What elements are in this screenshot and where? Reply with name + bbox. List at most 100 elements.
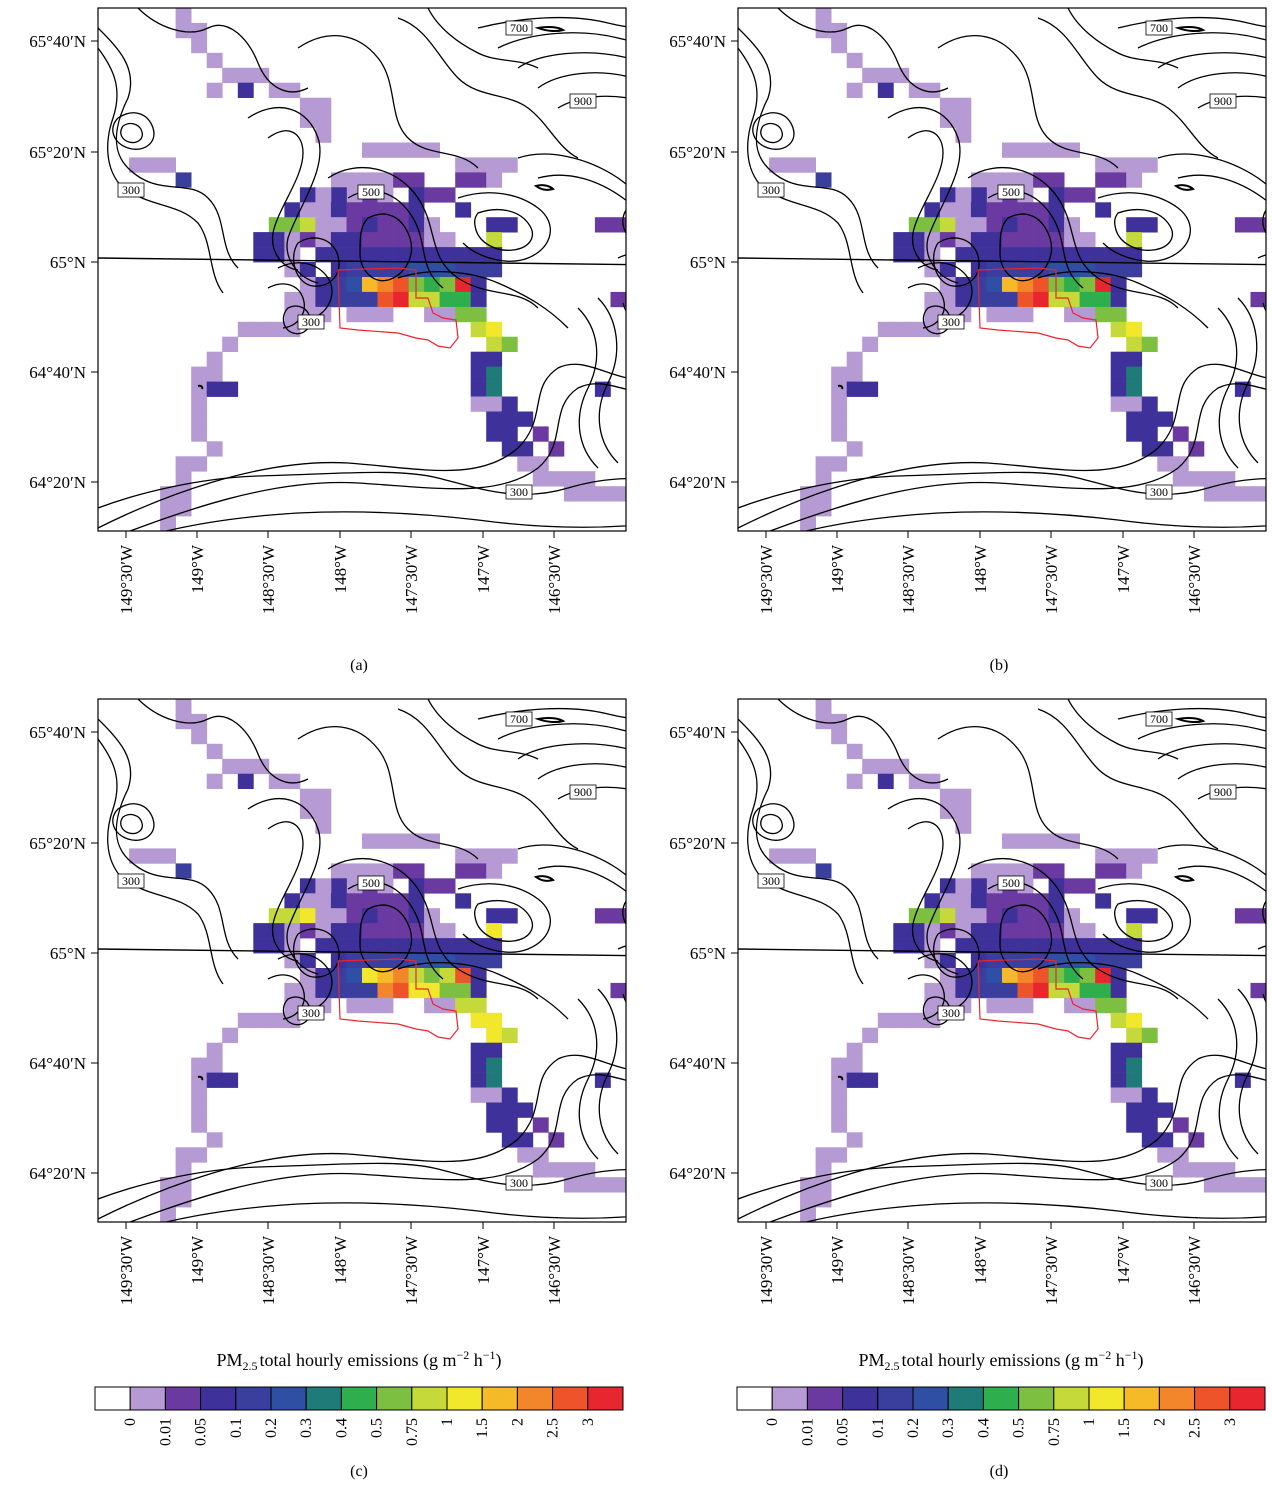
emission-cell [393, 247, 409, 263]
emission-cell [955, 818, 972, 834]
emission-cell [1064, 187, 1080, 203]
emission-cell [1126, 366, 1143, 382]
emission-cell [1141, 411, 1158, 427]
emission-cell [955, 982, 972, 999]
svg-text:300: 300 [510, 1176, 528, 1190]
emission-cell [315, 247, 332, 263]
emission-cell [470, 1042, 487, 1058]
emission-cell [284, 82, 301, 98]
emission-cell [1017, 982, 1034, 999]
svg-text:500: 500 [362, 876, 380, 890]
emission-cell [315, 878, 332, 894]
emission-cell [362, 247, 378, 263]
emission-cell [1033, 291, 1049, 308]
emission-cell [222, 381, 239, 397]
emission-cell [408, 202, 425, 218]
lat-label: 64°20′N [29, 1164, 86, 1183]
emission-cell [222, 336, 239, 352]
panel-label: (a) [350, 657, 368, 674]
emission-cell [610, 291, 626, 308]
emission-cell [191, 366, 208, 382]
emission-cell [362, 938, 378, 954]
colorbar-swatch [164, 1386, 202, 1411]
emission-cell [1157, 1147, 1174, 1163]
emission-cell [439, 938, 456, 954]
emission-cell [1172, 471, 1189, 487]
emission-cell [1250, 486, 1266, 502]
emission-cell [346, 968, 363, 984]
emission-cell [315, 818, 332, 834]
emission-cell [1064, 306, 1080, 323]
emission-cell [1002, 247, 1018, 263]
contour-label: 500 [997, 184, 1025, 200]
colorbar-title: PM2.5 total hourly emissions (g m−2 h−1) [858, 1348, 1143, 1373]
emission-cell [191, 1057, 208, 1073]
emission-cell [1064, 291, 1080, 308]
emission-cell [175, 471, 192, 487]
emission-cell [986, 232, 1003, 248]
emission-cell [330, 202, 347, 218]
emission-cell [1002, 232, 1018, 248]
emission-cell [939, 982, 956, 999]
emission-cell [1002, 202, 1018, 218]
emission-cell [846, 366, 863, 382]
colorbar-tick: 2.5 [1187, 1418, 1204, 1438]
svg-text:300: 300 [762, 183, 780, 197]
emission-cell [815, 1147, 832, 1163]
emission-cell [424, 982, 440, 999]
lat-label: 64°40′N [669, 363, 726, 382]
emission-cell [160, 1192, 176, 1208]
emission-cell [175, 456, 192, 472]
emission-cell [532, 456, 549, 472]
emission-cell [486, 366, 503, 382]
colorbar-swatch [516, 1386, 554, 1411]
emission-cell [191, 1147, 208, 1163]
emission-cell [815, 471, 832, 487]
emission-cell [1126, 411, 1143, 427]
lon-label: 148°W [971, 544, 990, 593]
emission-cell [346, 938, 363, 954]
emission-cell [1033, 142, 1049, 158]
emission-cell [362, 172, 378, 188]
emission-cell [237, 1012, 254, 1029]
emission-cell [1172, 456, 1189, 472]
emission-cell [377, 306, 394, 323]
emission-cell [346, 291, 363, 308]
emission-cell [470, 247, 487, 263]
colorbar-swatch [305, 1386, 342, 1411]
lat-label: 64°40′N [29, 363, 86, 382]
emission-cell [831, 456, 848, 472]
emission-cell [268, 321, 285, 338]
lon-label: 146°30′W [545, 544, 564, 614]
emission-cell [1095, 277, 1112, 293]
emission-cell [986, 908, 1003, 924]
emission-cell [924, 997, 941, 1014]
emission-cell [1079, 938, 1096, 954]
emission-cell [393, 142, 409, 158]
emission-cell [800, 486, 816, 502]
emission-cell [470, 157, 487, 173]
emission-cell [1126, 396, 1143, 412]
emission-cell [408, 247, 425, 263]
emission-cell [1126, 863, 1143, 879]
emission-cell [846, 1072, 863, 1088]
emission-cell [408, 863, 425, 879]
emission-cell [377, 291, 394, 308]
emission-cell [362, 232, 378, 248]
contour-label: 300 [505, 484, 533, 500]
colorbar-swatch [235, 1386, 272, 1411]
emission-cell [408, 982, 425, 999]
emission-cell [1095, 291, 1112, 308]
emission-cell [1095, 968, 1112, 984]
emission-cell [1110, 291, 1127, 308]
emission-cell [377, 247, 394, 263]
emission-cell [501, 411, 518, 427]
lon-label: 149°30′W [757, 1235, 776, 1305]
emission-cell [970, 247, 987, 263]
emission-cell [924, 217, 941, 233]
emission-cell [1002, 953, 1018, 969]
emission-cell [1002, 277, 1018, 293]
emission-cell [362, 968, 378, 984]
emission-cell [486, 217, 503, 233]
contour-label: 900 [1209, 93, 1237, 109]
